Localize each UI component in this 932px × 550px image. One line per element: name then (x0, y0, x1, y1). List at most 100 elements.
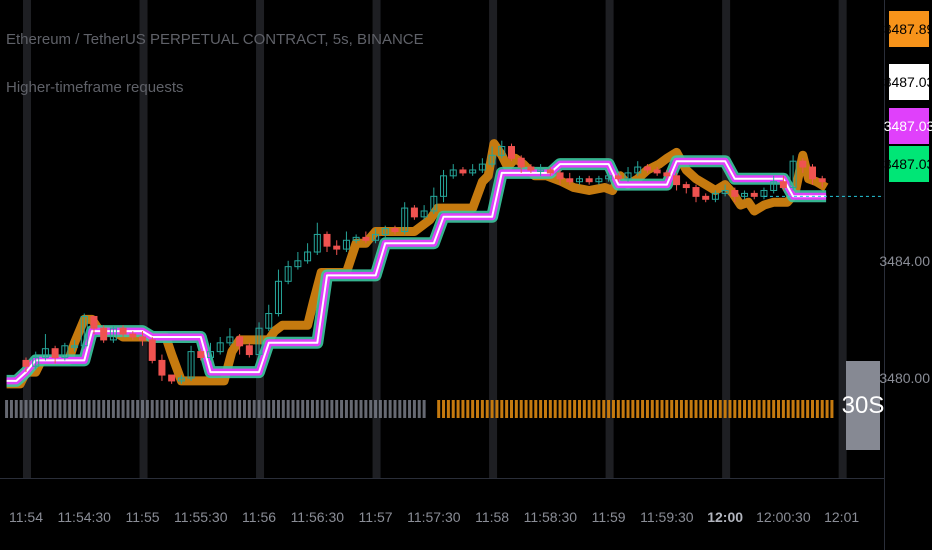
bar-orange (597, 400, 601, 418)
bar-gray (344, 400, 348, 418)
bar-gray (189, 400, 193, 418)
bar-gray (306, 400, 310, 418)
bar-orange (577, 400, 581, 418)
candle-bear (799, 160, 807, 168)
bar-orange (660, 400, 664, 418)
bar-orange (781, 400, 785, 418)
x-tick-label: 11:54:30 (58, 509, 112, 525)
bar-orange (641, 400, 645, 418)
candle-bear (410, 207, 418, 218)
candle-bull (216, 342, 224, 353)
bar-gray (374, 400, 378, 418)
bar-orange (704, 400, 708, 418)
series-line-green (6, 155, 827, 387)
x-tick-label: 12:00:30 (756, 509, 811, 525)
minute-band (722, 0, 731, 478)
candle-bull (352, 236, 360, 241)
candle-bear (566, 178, 574, 183)
bar-gray (340, 400, 344, 418)
bar-gray (9, 400, 13, 418)
bar-orange (728, 400, 732, 418)
x-tick-label: 11:55 (126, 509, 160, 525)
bar-orange (524, 400, 528, 418)
bar-gray (111, 400, 115, 418)
bar-orange (801, 400, 805, 418)
candle-bull (537, 169, 545, 172)
x-tick-label: 11:56:30 (291, 509, 345, 525)
candle-bull (80, 315, 88, 347)
bar-orange (772, 400, 776, 418)
bar-gray (301, 400, 305, 418)
candle-bull (109, 327, 117, 341)
bar-orange (534, 400, 538, 418)
candle-bull (605, 175, 613, 180)
bar-gray (184, 400, 188, 418)
series-line-magenta (6, 157, 827, 385)
bar-gray (281, 400, 285, 418)
candle-bull (449, 169, 457, 177)
bar-orange (582, 400, 586, 418)
bar-gray (82, 400, 86, 418)
bar-orange (796, 400, 800, 418)
candle-bull (634, 166, 642, 174)
candle-bear (779, 181, 787, 189)
bar-gray (393, 400, 397, 418)
candle-bear (673, 175, 681, 186)
bar-gray (92, 400, 96, 418)
candle-bear (663, 172, 671, 177)
candle-bull (372, 233, 380, 241)
candle-bear (731, 189, 739, 197)
bar-orange (558, 400, 562, 418)
timeframe-badge: 30S (842, 361, 884, 450)
bar-gray (325, 400, 329, 418)
y-tick-label: 3484.00 (879, 253, 930, 269)
bar-gray (286, 400, 290, 418)
candle-bull (32, 356, 40, 367)
bar-orange (485, 400, 489, 418)
candle-bear (517, 157, 525, 168)
bar-orange (699, 400, 703, 418)
bar-orange (607, 400, 611, 418)
bar-orange (830, 400, 834, 418)
candle-bull (226, 336, 234, 344)
bar-gray (107, 400, 111, 418)
bar-gray (218, 400, 222, 418)
bar-gray (354, 400, 358, 418)
bar-orange (466, 400, 470, 418)
bar-gray (73, 400, 77, 418)
bar-gray (208, 400, 212, 418)
bar-gray (102, 400, 106, 418)
bar-orange (670, 400, 674, 418)
candle-bull (41, 348, 49, 358)
candle-bull (789, 160, 797, 189)
bar-gray (24, 400, 28, 418)
candle-bull (342, 239, 350, 250)
candle-bear (148, 339, 156, 361)
series-line-orange-band (6, 139, 829, 389)
candle-bear (818, 178, 826, 183)
candle-bear (245, 345, 253, 356)
bar-gray (388, 400, 392, 418)
x-tick-label: 11:59:30 (640, 509, 694, 525)
bar-orange (611, 400, 615, 418)
candle-bull (381, 228, 389, 235)
bar-gray (194, 400, 198, 418)
candle-bear (129, 333, 137, 338)
bar-gray (276, 400, 280, 418)
bar-gray (141, 400, 145, 418)
candle-bear (139, 336, 147, 341)
bar-orange (500, 400, 504, 418)
candle-bear (100, 327, 108, 341)
candle-bull (274, 280, 282, 315)
bar-gray (34, 400, 38, 418)
bar-orange (777, 400, 781, 418)
bar-gray (213, 400, 217, 418)
bar-orange (815, 400, 819, 418)
bar-orange (650, 400, 654, 418)
bar-gray (291, 400, 295, 418)
price-tag-orange: 3487.89 (884, 11, 932, 47)
bar-gray (315, 400, 319, 418)
bar-orange (587, 400, 591, 418)
bar-orange (442, 400, 446, 418)
